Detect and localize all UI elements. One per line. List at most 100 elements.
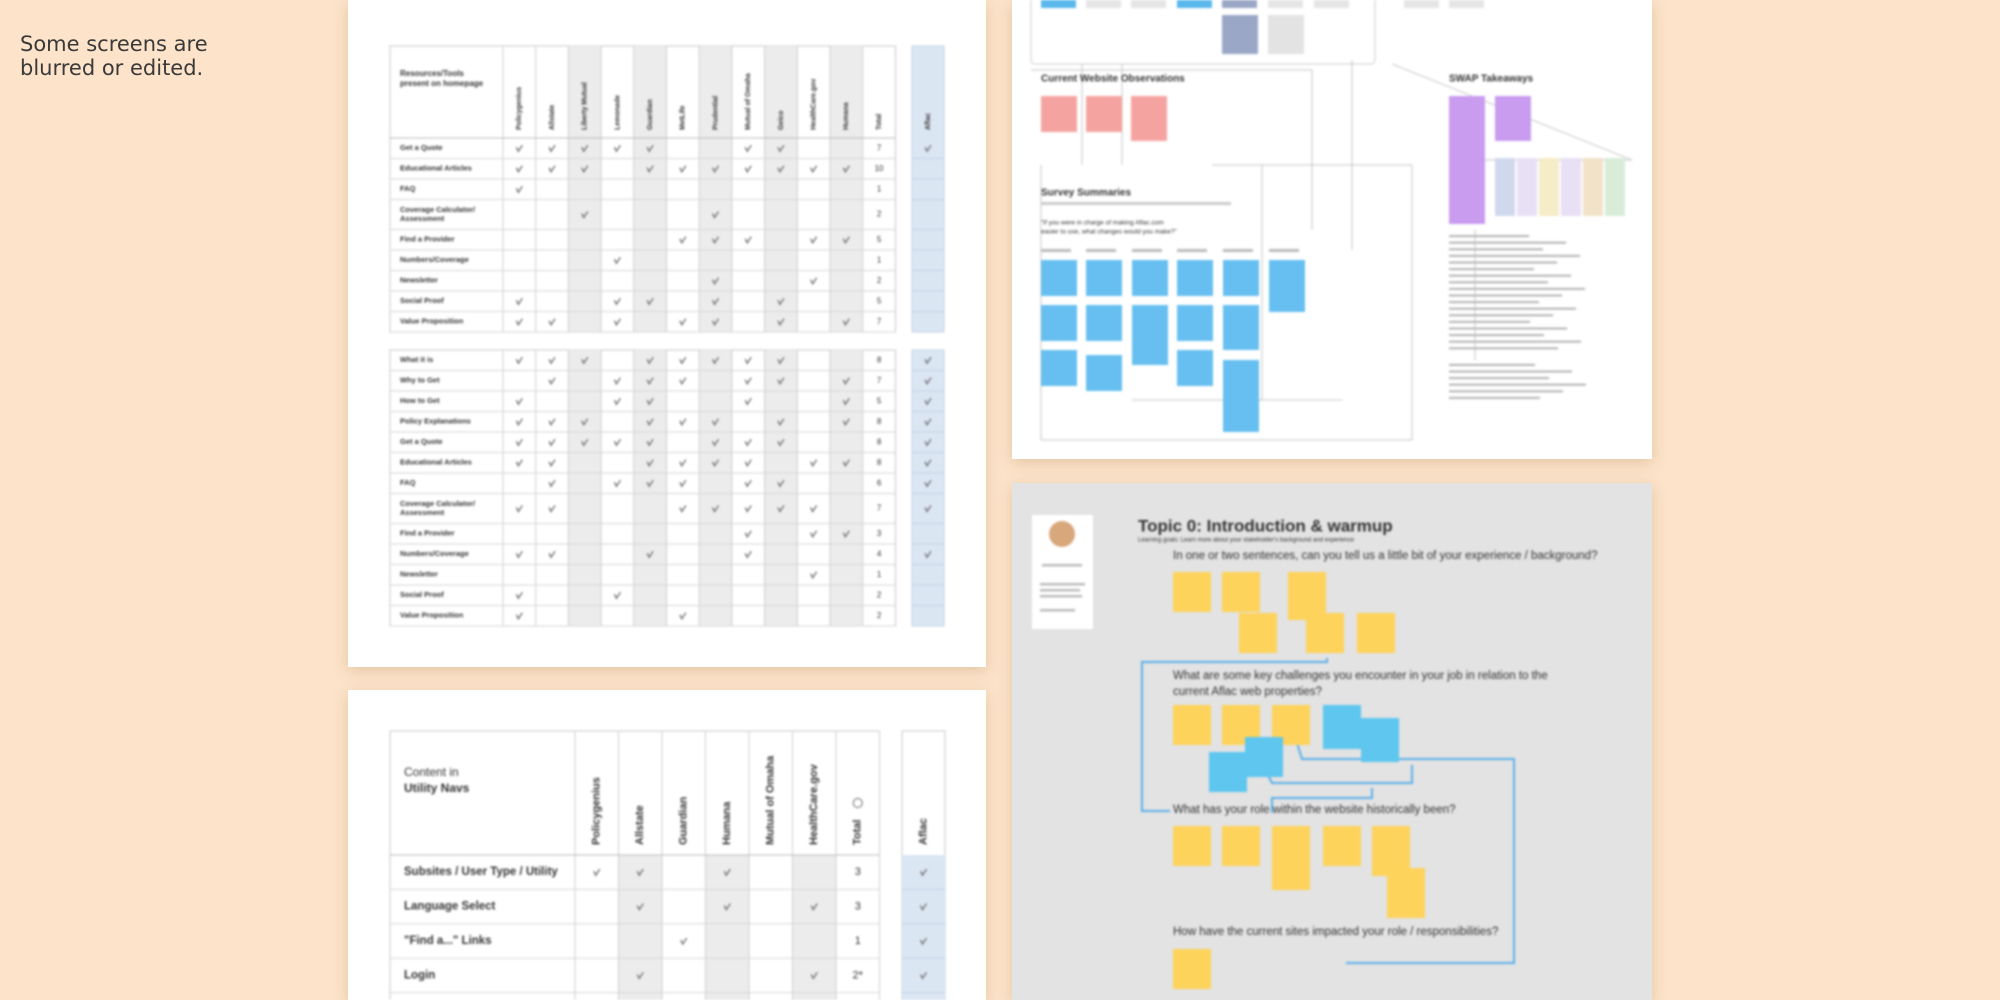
column-header: Guardian (647, 99, 654, 130)
check-mark (613, 377, 622, 386)
check-mark (636, 972, 644, 980)
check-mark (924, 550, 932, 559)
row-label: Educational Articles (400, 458, 472, 467)
row-label: Newsletter (400, 276, 438, 285)
check-mark (679, 236, 687, 245)
row-label: Find a Provider (400, 529, 455, 538)
table-panel: Content in Utility Navs Policygenius Allsta… (348, 690, 986, 1000)
sticky-note (1132, 305, 1168, 365)
sticky-note (1387, 868, 1425, 918)
sticky-note (1357, 613, 1395, 653)
check-mark (744, 459, 752, 468)
row-total: 2 (877, 210, 882, 219)
column-label (1177, 249, 1207, 252)
column-header: Prudential (712, 96, 719, 130)
check-mark (711, 165, 720, 174)
check-mark (777, 505, 785, 513)
check-mark (646, 397, 654, 406)
check-mark (777, 144, 785, 153)
sticky-note (1086, 260, 1122, 296)
row-total: 1 (855, 935, 861, 947)
column-shade (633, 350, 667, 626)
sticky-note (1132, 260, 1168, 296)
check-mark (515, 185, 523, 194)
column-header: Aflac (917, 818, 929, 845)
sticky-note (1449, 96, 1485, 224)
sticky-note (1223, 260, 1259, 296)
survey-quote: easier to use, what changes would you ma… (1041, 229, 1177, 236)
check-mark (515, 356, 523, 365)
check-mark (810, 165, 818, 174)
flow-arrow (1271, 788, 1373, 813)
row-label: FAQ (400, 184, 416, 193)
column-header: Policygenius (516, 87, 523, 130)
check-mark (711, 418, 720, 427)
row-label: Numbers/Coverage (400, 255, 469, 264)
check-mark (744, 505, 752, 513)
check-mark (613, 479, 622, 488)
text-line (1449, 334, 1544, 337)
text-line (1449, 370, 1572, 373)
row-label: How to Get (400, 396, 440, 405)
check-mark (515, 297, 523, 306)
interview-image: Topic 0: Introduction & warmup Learning g… (1032, 515, 1597, 989)
text-line (1449, 281, 1548, 284)
column-header: Aflac (925, 113, 932, 130)
row-label: "Find a..." Links (404, 935, 492, 947)
check-mark (646, 438, 654, 447)
row-total: 1 (877, 570, 882, 579)
sticky-note (1495, 96, 1531, 141)
aflac-column (911, 45, 945, 333)
check-mark (810, 277, 818, 286)
check-mark (842, 318, 850, 327)
check-mark (777, 356, 785, 365)
column-label (1132, 249, 1162, 252)
column-header: HealthCare.gov (808, 763, 820, 845)
check-mark (646, 377, 654, 386)
column-shade (568, 350, 602, 626)
row-label: FAQ (400, 478, 416, 487)
flow-arrow (1141, 658, 1328, 812)
check-mark (842, 530, 850, 539)
row-total: 7 (877, 317, 882, 326)
check-mark (581, 418, 589, 427)
row-total: 2 (877, 276, 882, 285)
check-mark (679, 356, 687, 365)
check-mark (613, 438, 622, 447)
sticky-note (1131, 0, 1166, 8)
column-header: Geico (778, 111, 785, 130)
check-mark (723, 903, 731, 911)
column-header: HealthCare.gov (810, 79, 817, 130)
sticky-note (1223, 305, 1259, 350)
check-mark (581, 144, 589, 153)
check-mark (777, 377, 785, 386)
check-mark (548, 318, 556, 327)
column-header: Guardian (678, 796, 690, 845)
check-mark (711, 277, 720, 286)
column-header: Total (852, 820, 864, 845)
takeaway-chart (1605, 158, 1625, 216)
check-mark (744, 530, 752, 539)
check-mark (744, 236, 752, 245)
check-mark (646, 479, 654, 488)
sticky-note (1177, 0, 1212, 8)
check-mark (842, 397, 850, 406)
text-line (1449, 377, 1549, 380)
check-mark (924, 479, 932, 488)
check-mark (515, 318, 523, 327)
row-total: 2 (877, 590, 882, 599)
check-mark (581, 356, 589, 365)
sticky-note (1209, 752, 1247, 792)
column-label (1223, 249, 1253, 252)
column-header: Humana (721, 801, 733, 845)
card-text (1040, 595, 1082, 598)
takeaway-chart (1583, 158, 1603, 216)
card-text (1042, 564, 1082, 567)
check-mark (515, 459, 523, 468)
check-mark (548, 438, 556, 447)
check-mark (613, 397, 622, 406)
check-mark (744, 144, 752, 153)
check-mark (711, 318, 720, 327)
